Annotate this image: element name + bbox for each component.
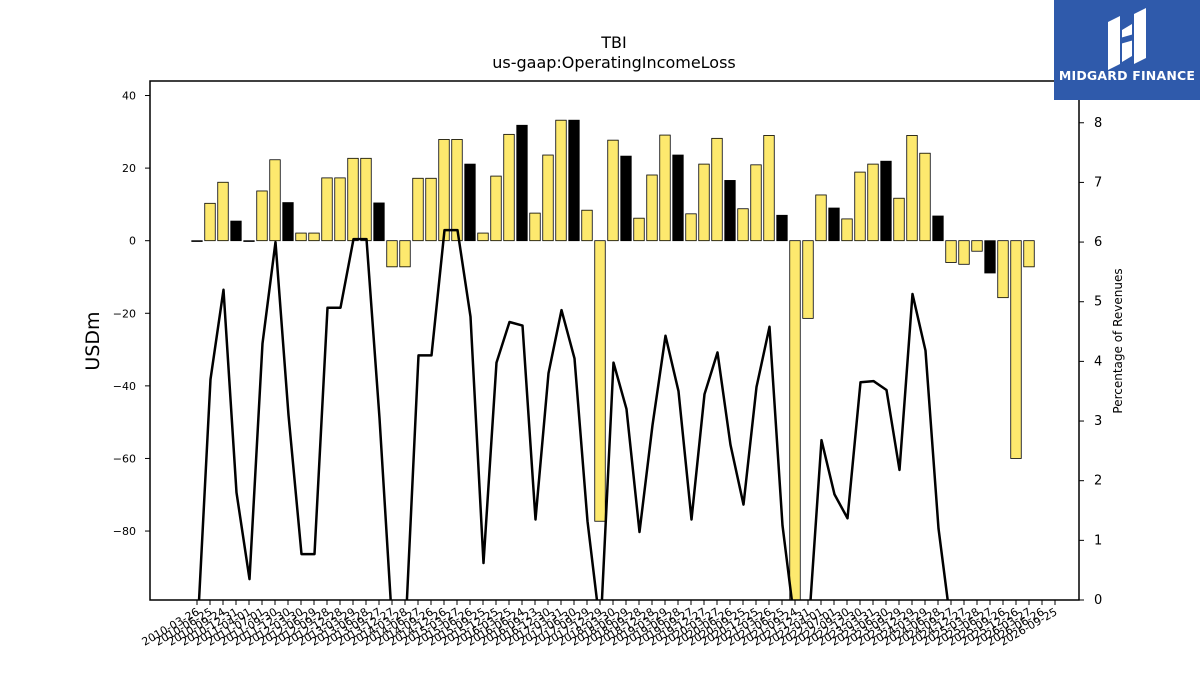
bar-2023-03-31 bbox=[867, 163, 879, 242]
y2-tick-label: 7 bbox=[1094, 175, 1102, 190]
bar-2023-12-29 bbox=[906, 135, 918, 242]
bar-2023-06-30 bbox=[880, 160, 892, 242]
bar-2012-12-28 bbox=[334, 177, 346, 242]
bar-2012-09-28 bbox=[321, 177, 333, 242]
bar-2019-03-29 bbox=[659, 134, 671, 242]
bar-2022-12-30 bbox=[854, 171, 866, 242]
bar-2020-06-26 bbox=[724, 180, 736, 242]
bar-2016-09-23 bbox=[529, 212, 541, 242]
bar-2018-09-28 bbox=[633, 217, 645, 242]
chart-subtitle: us-gaap:OperatingIncomeLoss bbox=[492, 53, 736, 72]
bar-2020-03-27 bbox=[711, 137, 723, 242]
bar-2010-06-25 bbox=[204, 202, 216, 242]
y2-tick-label: 5 bbox=[1094, 295, 1102, 310]
bar-2021-09-24 bbox=[789, 240, 801, 600]
bar-2022-09-30 bbox=[841, 218, 853, 242]
logo-text: MIDGARD FINANCE bbox=[1058, 68, 1196, 83]
bar-2016-06-24 bbox=[516, 124, 528, 242]
y-tick-label: −80 bbox=[113, 525, 136, 538]
bar-2025-09-26 bbox=[997, 240, 1009, 299]
bar-2011-12-30 bbox=[282, 202, 294, 242]
y2-tick-label: 4 bbox=[1094, 354, 1102, 369]
bar-2022-07-01 bbox=[828, 207, 840, 242]
y2-tick-label: 0 bbox=[1094, 593, 1102, 608]
bar-2011-09-30 bbox=[269, 159, 281, 242]
y2-axis: 0 1 2 3 4 5 6 7 8 bbox=[1079, 116, 1102, 608]
bar-2019-12-27 bbox=[698, 163, 710, 242]
x-axis: 2010-03-262010-06-252010-09-242010-12-31… bbox=[140, 600, 1060, 649]
y2-tick-label: 2 bbox=[1094, 474, 1102, 489]
bar-2024-03-29 bbox=[919, 152, 931, 242]
y-axis: 40 20 0 −20 −40 −60 −80 bbox=[113, 90, 150, 538]
bar-2021-12-31 bbox=[802, 240, 814, 319]
percentage-line bbox=[197, 228, 949, 600]
midgard-logo-icon bbox=[1108, 8, 1146, 70]
bar-2012-03-30 bbox=[295, 232, 307, 242]
bar-2013-06-28 bbox=[360, 157, 372, 242]
bar-2020-09-25 bbox=[737, 208, 749, 242]
bar-2015-09-25 bbox=[477, 232, 489, 242]
bar-2018-12-28 bbox=[646, 174, 658, 242]
bar-2010-09-24 bbox=[217, 181, 229, 242]
bar-2020-12-25 bbox=[750, 164, 762, 242]
bar-2019-06-28 bbox=[672, 154, 684, 242]
bar-series bbox=[191, 119, 1035, 600]
bar-2015-12-25 bbox=[490, 175, 502, 242]
bar-2013-03-29 bbox=[347, 157, 359, 242]
bar-2022-04-01 bbox=[815, 194, 827, 242]
y2-tick-label: 1 bbox=[1094, 533, 1102, 548]
bar-2010-12-31 bbox=[230, 220, 242, 242]
midgard-finance-logo: MIDGARD FINANCE bbox=[1054, 0, 1200, 100]
bar-2010-03-26 bbox=[191, 240, 203, 242]
bar-2024-06-28 bbox=[932, 215, 944, 242]
bar-2018-06-29 bbox=[620, 155, 632, 242]
bar-2025-06-27 bbox=[984, 240, 996, 274]
bar-2024-12-27 bbox=[958, 240, 970, 265]
bar-2016-12-30 bbox=[542, 154, 554, 242]
chart-title: TBI bbox=[600, 33, 626, 52]
y2-tick-label: 3 bbox=[1094, 414, 1102, 429]
y-tick-label: −60 bbox=[113, 452, 136, 465]
bar-2026-03-27 bbox=[1023, 240, 1035, 268]
bar-2015-06-26 bbox=[464, 163, 476, 242]
y-tick-label: 40 bbox=[122, 90, 136, 103]
bar-2017-03-31 bbox=[555, 119, 567, 242]
y-tick-label: 0 bbox=[129, 235, 136, 248]
bar-2025-03-28 bbox=[971, 240, 983, 252]
line-series bbox=[197, 228, 949, 600]
bar-2017-06-30 bbox=[568, 119, 580, 242]
bar-2015-03-27 bbox=[451, 139, 463, 242]
bar-2017-12-29 bbox=[594, 240, 606, 522]
y-tick-label: −20 bbox=[113, 307, 136, 320]
y-axis-label: USDm bbox=[82, 311, 104, 370]
y2-axis-label: Percentage of Revenues bbox=[1111, 268, 1125, 413]
bar-2019-09-27 bbox=[685, 213, 697, 242]
y2-tick-label: 6 bbox=[1094, 235, 1102, 250]
bar-2018-03-30 bbox=[607, 139, 619, 242]
bar-2017-09-29 bbox=[581, 209, 593, 242]
bar-2014-03-28 bbox=[399, 240, 411, 268]
y-tick-label: 20 bbox=[122, 162, 136, 175]
bar-2014-09-26 bbox=[425, 177, 437, 242]
plot-frame bbox=[149, 80, 1080, 601]
bar-2021-03-26 bbox=[763, 135, 775, 242]
bar-2024-09-27 bbox=[945, 240, 957, 263]
y-tick-label: −40 bbox=[113, 380, 136, 393]
bar-2023-09-29 bbox=[893, 197, 905, 242]
bar-2011-07-01 bbox=[256, 190, 268, 242]
y2-tick-label: 8 bbox=[1094, 116, 1102, 131]
bar-2016-03-25 bbox=[503, 133, 515, 242]
bar-2013-09-27 bbox=[373, 202, 385, 242]
bar-2025-12-26 bbox=[1010, 240, 1022, 459]
bar-2013-12-27 bbox=[386, 240, 398, 268]
bar-2012-06-29 bbox=[308, 232, 320, 242]
bar-2021-06-25 bbox=[776, 214, 788, 242]
bar-2011-04-01 bbox=[243, 240, 255, 242]
bar-2014-12-26 bbox=[438, 139, 450, 242]
bar-2014-06-27 bbox=[412, 177, 424, 242]
